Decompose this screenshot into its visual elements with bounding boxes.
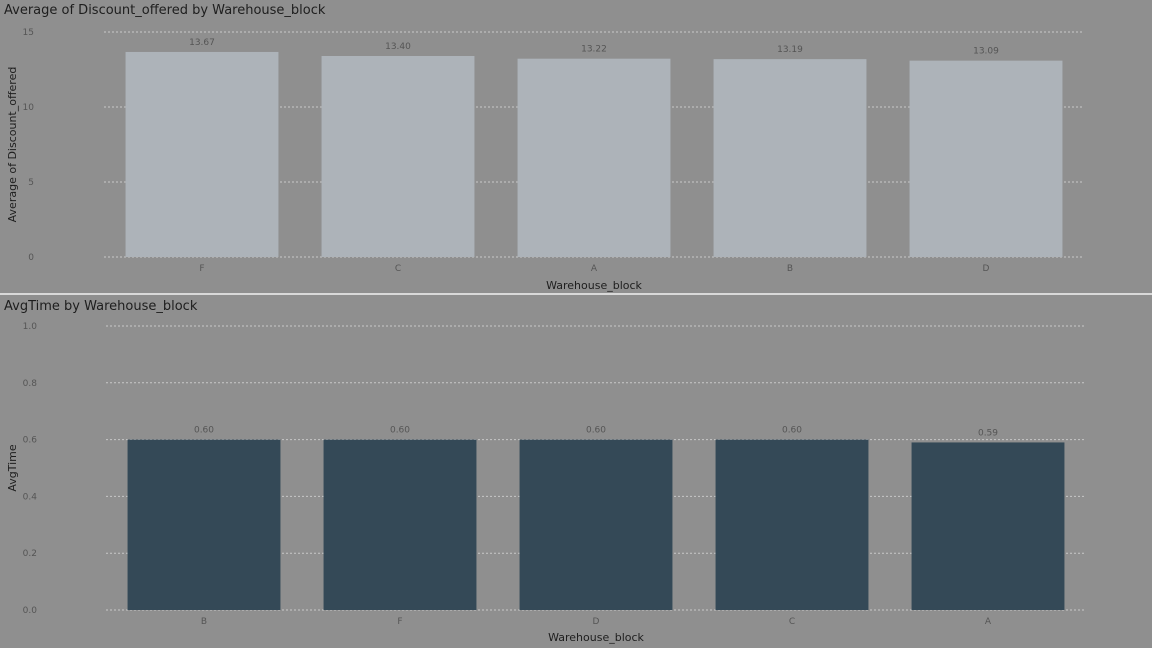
bar-a[interactable] — [911, 442, 1065, 610]
x-axis-title: Warehouse_block — [546, 279, 642, 292]
y-axis-title: AvgTime — [6, 444, 19, 492]
bar-c[interactable] — [321, 56, 475, 257]
data-label: 0.60 — [390, 426, 410, 436]
data-label: 13.22 — [581, 45, 607, 55]
data-label: 13.40 — [385, 42, 411, 52]
y-tick-label: 0.4 — [23, 492, 38, 502]
x-axis-title: Warehouse_block — [548, 631, 644, 644]
y-tick-label: 0.2 — [23, 549, 37, 559]
x-tick-label: B — [201, 617, 207, 627]
bar-b[interactable] — [127, 439, 281, 610]
data-label: 13.09 — [973, 47, 999, 57]
x-tick-label: D — [593, 617, 600, 627]
bar-f[interactable] — [125, 51, 279, 258]
y-tick-label: 5 — [28, 178, 34, 188]
avgtime-chart-panel[interactable]: AvgTime by Warehouse_block 0.0 0.2 0.4 0.6 0… — [0, 296, 1152, 648]
bar-d[interactable] — [909, 60, 1063, 258]
discount-chart-panel[interactable]: Average of Discount_offered by Warehouse… — [0, 0, 1152, 293]
avgtime-bar-chart[interactable]: 0.0 0.2 0.4 0.6 0.8 1.0 0.60 B 0.60 F 0.60 D 0.60 C 0.… — [0, 296, 1152, 648]
chart-title: AvgTime by Warehouse_block — [4, 299, 198, 314]
x-tick-label: F — [397, 617, 402, 627]
discount-bar-chart[interactable]: 0 5 10 15 13.67 F 13.40 C 13.22 A 13.19 B 13.09 D Ware… — [0, 0, 1152, 293]
bar-a[interactable] — [517, 58, 671, 258]
data-label: 13.19 — [777, 45, 803, 55]
y-axis-title: Average of Discount_offered — [6, 67, 19, 223]
data-label: 0.60 — [194, 426, 214, 436]
x-tick-label: A — [591, 264, 598, 274]
y-tick-label: 0.0 — [23, 606, 38, 616]
x-tick-label: C — [395, 264, 401, 274]
data-label: 0.60 — [586, 426, 606, 436]
bar-c[interactable] — [715, 439, 869, 610]
y-tick-label: 10 — [23, 103, 35, 113]
y-tick-label: 0 — [28, 253, 34, 263]
y-tick-label: 15 — [23, 28, 34, 38]
y-tick-label: 1.0 — [23, 322, 38, 332]
x-tick-label: B — [787, 264, 793, 274]
data-label: 13.67 — [189, 38, 215, 48]
y-tick-label: 0.8 — [23, 379, 38, 389]
x-tick-label: F — [199, 264, 204, 274]
x-tick-label: A — [985, 617, 992, 627]
bar-b[interactable] — [713, 59, 867, 258]
x-tick-label: C — [789, 617, 795, 627]
data-label: 0.60 — [782, 426, 802, 436]
y-tick-label: 0.6 — [23, 436, 38, 446]
bar-f[interactable] — [323, 439, 477, 610]
panel-divider — [0, 293, 1152, 295]
x-tick-label: D — [983, 264, 990, 274]
chart-title: Average of Discount_offered by Warehouse… — [4, 3, 326, 18]
bar-d[interactable] — [519, 439, 673, 610]
data-label: 0.59 — [978, 428, 998, 438]
